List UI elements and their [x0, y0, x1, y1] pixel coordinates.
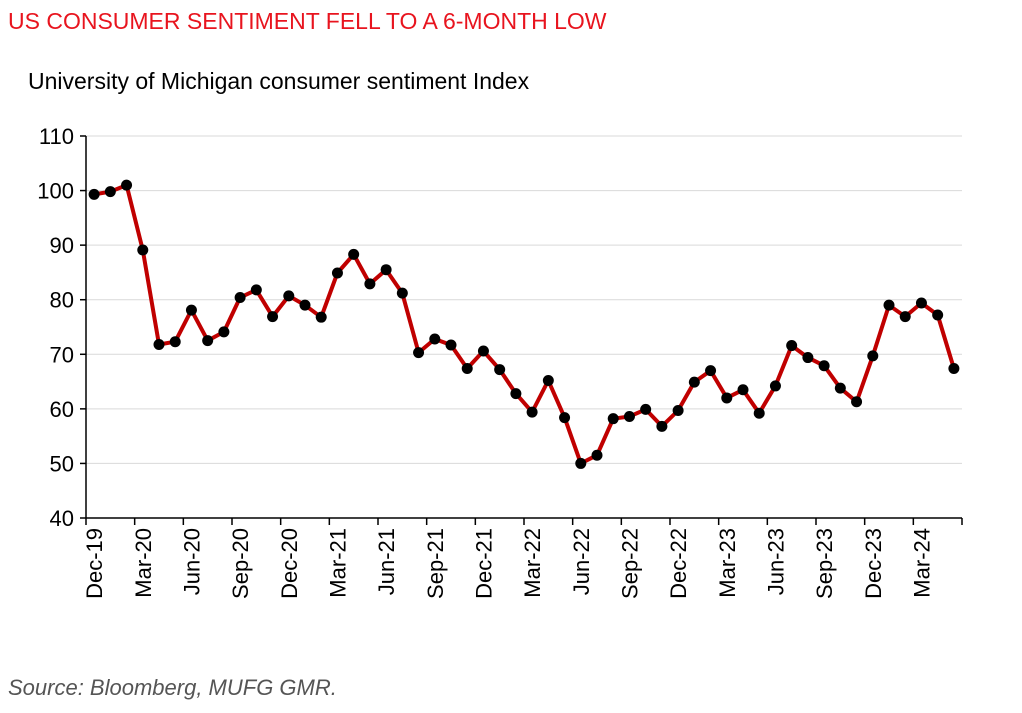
data-point	[526, 406, 538, 418]
data-point	[688, 376, 700, 388]
sentiment-line	[93, 183, 956, 466]
data-point	[218, 326, 230, 338]
data-point	[834, 382, 846, 394]
data-point	[510, 388, 522, 400]
data-point	[104, 186, 116, 198]
data-point	[932, 309, 944, 321]
data-point	[331, 267, 343, 279]
x-axis: Dec-19 Mar-20 Jun-20 Sep-20 Dec-20 Mar-21 Jun-…	[82, 517, 963, 599]
x-tick-label: Jun-22	[569, 528, 594, 595]
data-point	[461, 362, 473, 374]
data-point	[948, 362, 960, 374]
data-point	[494, 364, 506, 376]
data-point	[575, 457, 587, 469]
data-point	[121, 179, 133, 191]
y-tick-label: 40	[50, 506, 74, 531]
gridlines	[86, 135, 962, 464]
chart-headline: US CONSUMER SENTIMENT FELL TO A 6-MONTH …	[8, 8, 607, 34]
chart-subtitle: University of Michigan consumer sentimen…	[28, 68, 530, 94]
data-point	[867, 350, 879, 362]
data-point	[542, 374, 554, 386]
x-tick-label: Mar-21	[325, 528, 350, 598]
data-point	[672, 404, 684, 416]
y-tick-label: 70	[50, 342, 74, 367]
data-point	[348, 248, 360, 260]
data-point	[429, 333, 441, 345]
data-point	[818, 360, 830, 372]
x-tick-label: Sep-20	[228, 528, 253, 599]
x-tick-label: Dec-21	[471, 528, 496, 599]
x-tick-label: Jun-21	[374, 528, 399, 595]
data-point	[445, 339, 457, 351]
x-tick-label: Sep-23	[812, 528, 837, 599]
y-tick-label: 110	[39, 124, 74, 149]
data-point	[185, 304, 197, 316]
data-point	[88, 188, 100, 200]
data-point	[769, 380, 781, 392]
data-point	[234, 292, 246, 304]
data-point	[915, 297, 927, 309]
x-tick-label: Dec-19	[82, 528, 107, 599]
data-point	[153, 338, 165, 350]
data-point	[267, 311, 279, 323]
data-point	[721, 392, 733, 404]
x-tick-label: Jun-20	[179, 528, 204, 595]
data-point	[883, 299, 895, 311]
x-tick-label: Mar-23	[715, 528, 740, 598]
data-point	[851, 396, 863, 408]
series-markers	[88, 179, 960, 469]
data-point	[169, 336, 181, 348]
y-axis: 40 50 60 70 80 90 100 110	[37, 124, 87, 531]
y-tick-label: 50	[50, 451, 74, 476]
data-point	[250, 284, 262, 296]
data-point	[559, 412, 571, 424]
data-point	[623, 410, 635, 422]
x-tick-label: Dec-23	[861, 528, 886, 599]
x-tick-label: Mar-24	[909, 528, 934, 598]
x-tick-label: Mar-20	[131, 528, 156, 598]
data-point	[137, 244, 149, 256]
data-point	[202, 335, 214, 347]
data-point	[396, 287, 408, 299]
data-point	[283, 290, 295, 302]
data-point	[786, 340, 798, 352]
y-tick-label: 100	[37, 179, 74, 204]
data-point	[364, 278, 376, 290]
data-point	[705, 365, 717, 377]
x-tick-label: Dec-20	[277, 528, 302, 599]
data-point	[737, 384, 749, 396]
data-point	[299, 299, 311, 311]
series-line	[93, 183, 956, 466]
y-tick-label: 90	[50, 233, 74, 258]
data-point	[640, 403, 652, 415]
data-point	[753, 407, 765, 419]
data-point	[899, 311, 911, 323]
data-point	[607, 413, 619, 425]
x-tick-label: Jun-23	[763, 528, 788, 595]
x-tick-label: Sep-22	[617, 528, 642, 599]
data-point	[802, 352, 814, 364]
data-point	[413, 347, 425, 359]
data-point	[315, 311, 327, 323]
y-tick-label: 80	[50, 288, 74, 313]
data-point	[380, 264, 392, 276]
x-tick-label: Sep-21	[423, 528, 448, 599]
x-tick-label: Dec-22	[666, 528, 691, 599]
data-point	[656, 420, 668, 432]
line-chart: 40 50 60 70 80 90 100 110 Dec-19 Mar-20 Jun-20 Sep…	[37, 124, 963, 599]
source-note: Source: Bloomberg, MUFG GMR.	[8, 675, 337, 700]
data-point	[591, 449, 603, 461]
data-point	[477, 345, 489, 357]
y-tick-label: 60	[50, 397, 74, 422]
x-tick-label: Mar-22	[520, 528, 545, 598]
